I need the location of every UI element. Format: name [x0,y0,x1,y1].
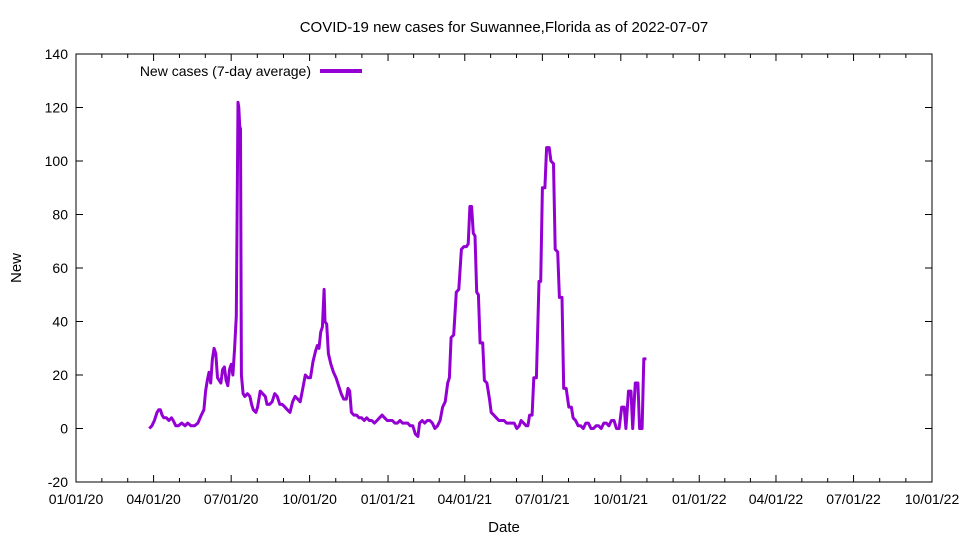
x-tick-label: 04/01/21 [438,491,493,507]
x-tick-label: 07/01/21 [515,491,570,507]
y-tick-label: 60 [52,260,68,276]
y-tick-label: 120 [45,100,69,116]
x-tick-label: 10/01/21 [594,491,649,507]
series-line [148,100,647,438]
y-tick-label: 20 [52,367,68,383]
y-tick-label: 0 [60,421,68,437]
x-tick-label: 07/01/20 [204,491,259,507]
y-tick-label: 100 [45,153,69,169]
y-tick-label: -20 [48,474,68,490]
x-tick-label: 01/01/22 [672,491,727,507]
x-tick-label: 04/01/22 [749,491,804,507]
x-tick-label: 10/01/22 [905,491,960,507]
legend: New cases (7-day average) [140,63,362,79]
x-tick-label: 07/01/22 [826,491,881,507]
series-layer [148,100,647,438]
x-tick-label: 01/01/20 [49,491,104,507]
y-tick-label: 140 [45,46,69,62]
x-tick-label: 01/01/21 [361,491,416,507]
y-tick-label: 80 [52,207,68,223]
plot-area [75,53,933,483]
y-axis: -20 0 20 40 60 80 100 120 140 [45,46,932,490]
y-axis-label: New [8,253,25,283]
legend-label: New cases (7-day average) [140,63,311,79]
x-axis: 01/01/20 04/01/20 07/01/20 10/01/20 01/01/21… [49,54,960,507]
chart-title: COVID-19 new cases for Suwannee,Florida … [300,19,709,36]
x-axis-label: Date [488,519,520,536]
y-tick-label: 40 [52,314,68,330]
x-tick-label: 04/01/20 [126,491,181,507]
x-tick-label: 10/01/20 [282,491,337,507]
